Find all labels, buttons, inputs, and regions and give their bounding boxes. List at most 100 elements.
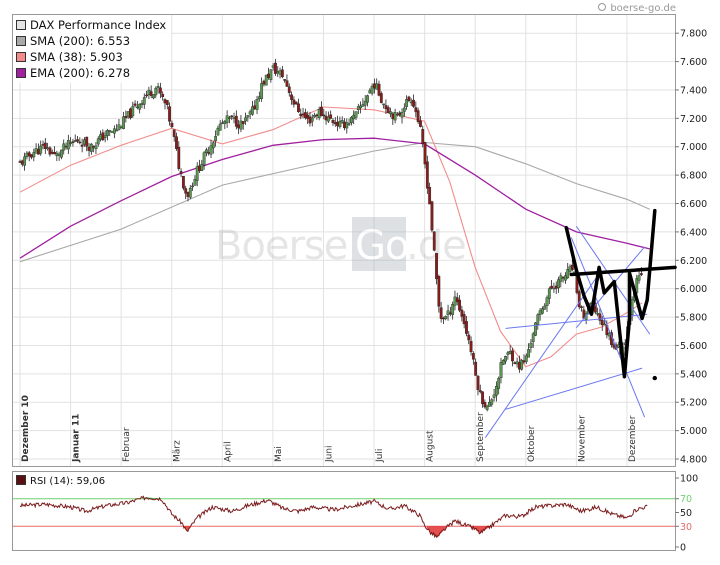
candle-body — [329, 114, 333, 119]
candle-body — [405, 98, 409, 107]
candle-body — [340, 120, 344, 123]
month-label: Februar — [122, 427, 132, 462]
candle-body — [561, 277, 565, 279]
candle-body — [543, 305, 547, 310]
candle-body — [598, 313, 602, 321]
candle-body — [73, 140, 77, 142]
candle-body — [504, 356, 507, 362]
candle-body — [499, 362, 503, 378]
rsi-legend-swatch — [16, 475, 26, 485]
candle-body — [501, 360, 505, 365]
candle-body — [27, 152, 31, 157]
candle-body — [534, 322, 537, 336]
candle-body — [53, 152, 56, 155]
candle-body — [389, 111, 392, 115]
candle-body — [85, 136, 89, 147]
candle-body — [409, 101, 413, 104]
candle-body — [580, 306, 583, 308]
candle-body — [41, 144, 45, 146]
watermark: Boerse Go .de — [215, 217, 467, 271]
price-tick-label: 5.000 — [680, 426, 707, 437]
candle-body — [287, 86, 291, 93]
candle-body — [347, 123, 351, 125]
candle-body — [193, 179, 197, 186]
candle-body — [363, 100, 367, 106]
candle-body — [455, 297, 459, 303]
candle-body — [276, 71, 280, 74]
candle-body — [142, 97, 146, 105]
candle-body — [313, 114, 316, 118]
candle-body — [331, 120, 335, 124]
price-tick-label: 7.000 — [680, 142, 707, 153]
price-tick-label: 6.800 — [680, 171, 707, 182]
candle-body — [156, 86, 160, 88]
candle-body — [267, 73, 270, 78]
price-tick-label: 7.600 — [680, 57, 707, 68]
candle-body — [469, 340, 473, 353]
candle-body — [382, 103, 386, 106]
candle-body — [419, 120, 422, 127]
candle-body — [278, 70, 282, 75]
month-label: September — [476, 412, 486, 462]
candle-body — [467, 334, 471, 341]
source-label: boerse-go.de — [610, 3, 676, 14]
candle-body — [131, 106, 135, 117]
candle-body — [124, 116, 128, 119]
candle-body — [145, 94, 148, 97]
candle-body — [172, 129, 176, 137]
drawing-stroke — [569, 265, 677, 277]
candle-body — [442, 317, 445, 320]
candle-body — [177, 146, 181, 169]
candle-body — [324, 115, 328, 121]
candle-body — [396, 113, 399, 116]
candle-body — [317, 109, 321, 118]
candle-body — [352, 114, 356, 120]
trend-line — [505, 313, 648, 329]
candle-body — [251, 106, 254, 115]
candle-body — [446, 310, 450, 316]
candle-body — [564, 275, 567, 281]
candle-body — [152, 94, 155, 99]
candle-body — [483, 402, 487, 408]
candle-body — [338, 121, 342, 128]
candle-body — [20, 160, 24, 165]
month-label: März — [173, 440, 183, 462]
candle-body — [531, 333, 535, 342]
candle-body — [126, 111, 130, 117]
candle-body — [117, 124, 121, 130]
candle-body — [181, 176, 185, 189]
candle-body — [547, 288, 551, 299]
rsi-panel — [12, 471, 676, 551]
hand-drawing — [564, 208, 677, 381]
month-label: Dezember 10 — [21, 395, 31, 462]
candle-body — [83, 139, 86, 145]
candle-body — [370, 85, 374, 94]
price-tick-label: 7.800 — [680, 29, 707, 40]
candle-body — [228, 117, 231, 119]
candle-body — [492, 394, 496, 398]
candle-body — [294, 101, 298, 105]
candle-body — [481, 391, 484, 405]
candle-body — [80, 144, 84, 147]
candle-body — [122, 116, 125, 129]
candle-body — [637, 275, 641, 281]
candle-body — [458, 299, 461, 311]
candle-body — [48, 147, 52, 155]
candle-body — [393, 112, 397, 121]
candle-body — [375, 83, 379, 90]
month-label: April — [223, 441, 233, 462]
rsi-fill-area — [426, 526, 448, 537]
candle-body — [223, 121, 227, 124]
watermark-box-text: Go — [355, 223, 408, 269]
candle-body — [170, 122, 174, 128]
candle-body — [462, 314, 466, 325]
candle-body — [554, 285, 558, 289]
candle-body — [428, 187, 432, 205]
candle-body — [444, 316, 448, 320]
candle-body — [570, 264, 574, 271]
month-label: Juni — [324, 445, 334, 463]
candle-body — [69, 142, 73, 144]
candle-body — [451, 304, 455, 315]
candle-body — [490, 399, 494, 405]
